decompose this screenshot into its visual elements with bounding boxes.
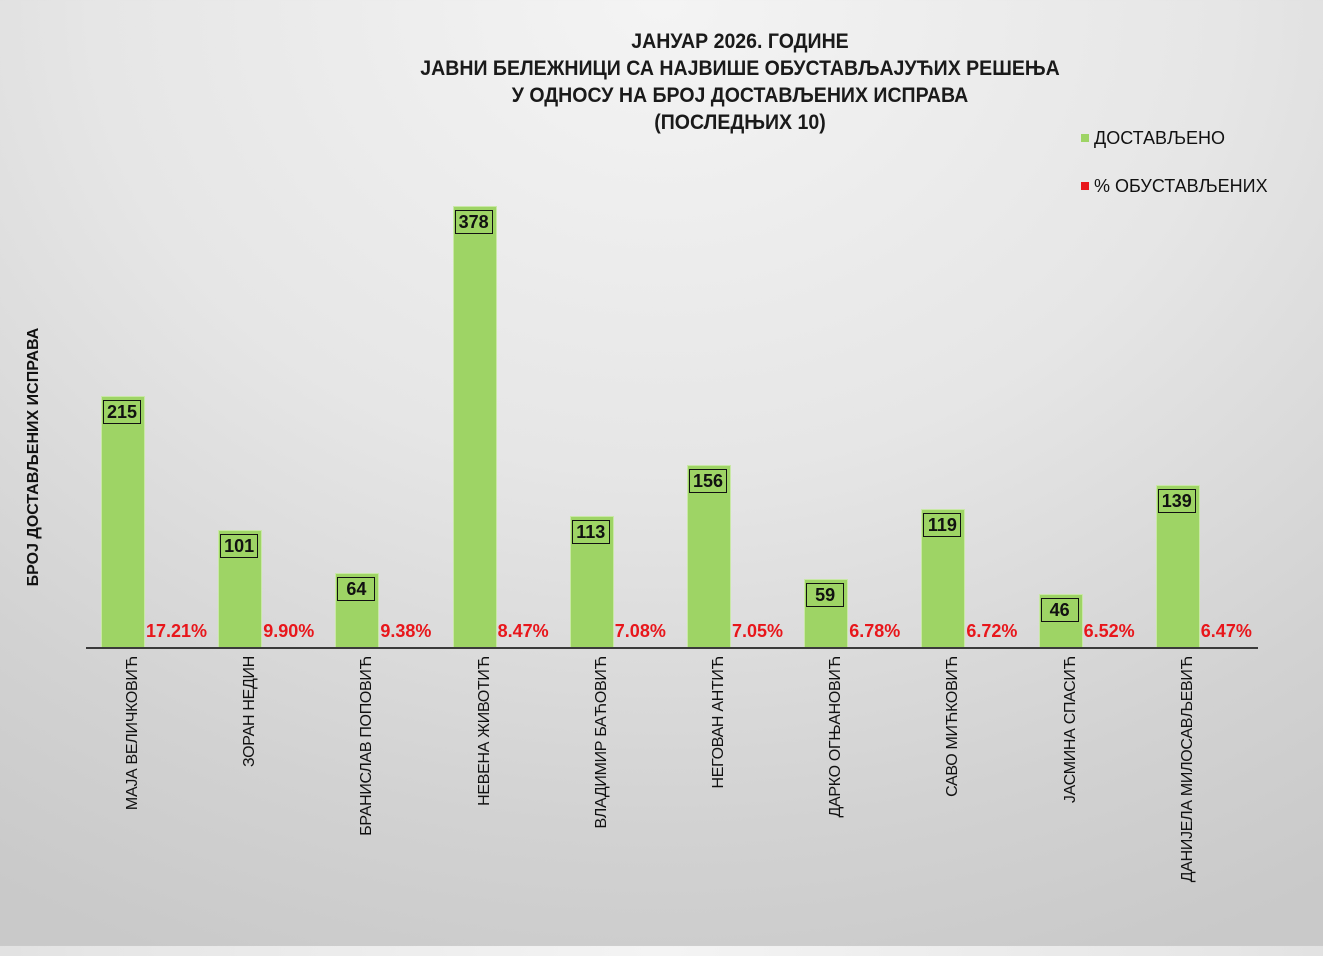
bar-delivered: 119 — [921, 508, 966, 648]
category-name: НЕГОВАН АНТИЋ — [710, 656, 727, 789]
bar-delivered: 156 — [687, 465, 731, 648]
bar-value-label: 113 — [571, 519, 610, 544]
legend-label: % ОБУСТАВЉЕНИХ — [1094, 176, 1268, 196]
category-name: ДАНИЈЕЛА МИЛОСАВЉЕВИЋ — [1178, 656, 1196, 883]
bar-value-label: 46 — [1040, 598, 1079, 623]
bar-value-label: 119 — [923, 512, 962, 537]
bar-value-label: 378 — [454, 209, 493, 234]
x-axis-category-label: БРАНИСЛАВ ПОПОВИЋ — [352, 656, 376, 956]
bar-delivered: 139 — [1155, 485, 1200, 648]
category-name: НЕВЕНА ЖИВОТИЋ — [475, 656, 493, 806]
title-line-4: (ПОСЛЕДЊИХ 10) — [654, 111, 826, 134]
category-name: ЗОРАН НЕДИН — [241, 656, 259, 768]
title-line-3: У ОДНОСУ НА БРОЈ ДОСТАВЉЕНИХ ИСПРАВА — [511, 84, 969, 107]
bar-value-label: 139 — [1157, 489, 1196, 514]
legend-item-delivered: ДОСТАВЉЕНО — [1081, 128, 1225, 149]
bar-delivered: 64 — [335, 573, 380, 648]
x-axis-category-label: ЗОРАН НЕДИН — [235, 656, 259, 956]
category-name: САВО МИЋКОВИЋ — [944, 656, 962, 797]
plot-area: 215 17.21% 101 9.90% 64 9.38% 378 8.47% 113 7.08%… — [86, 180, 1258, 648]
bar-value-label: 64 — [337, 577, 376, 602]
title-line-2: ЈАВНИ БЕЛЕЖНИЦИ СА НАЈВИШЕ ОБУСТАВЉАЈУЋИ… — [420, 57, 1060, 80]
percent-value-label: 6.47% — [1200, 621, 1252, 641]
bar-delivered: 113 — [569, 515, 614, 648]
x-axis-category-label: ДАРКО ОГЊАНОВИЋ — [821, 656, 845, 956]
percent-value-label: 6.52% — [1083, 621, 1135, 641]
bar-value-label: 101 — [220, 533, 259, 558]
legend-label: ДОСТАВЉЕНО — [1094, 128, 1226, 148]
category-name: ДАРКО ОГЊАНОВИЋ — [827, 656, 845, 818]
percent-value-label: 7.05% — [732, 621, 784, 641]
category-name: ЈАСМИНА СПАСИЋ — [1061, 656, 1079, 804]
percent-value-label: 7.08% — [614, 621, 666, 641]
bar-delivered: 46 — [1038, 594, 1083, 648]
x-axis-category-label: НЕВЕНА ЖИВОТИЋ — [470, 656, 494, 956]
legend-item-percent-suspended: % ОБУСТАВЉЕНИХ — [1081, 176, 1268, 197]
x-axis-category-label: МАЈА ВЕЛИЧКОВИЋ — [118, 656, 142, 956]
x-axis-category-label: САВО МИЋКОВИЋ — [938, 656, 962, 956]
x-axis-category-label: ЈАСМИНА СПАСИЋ — [1056, 656, 1080, 956]
legend-swatch-red-icon — [1081, 182, 1089, 190]
percent-value-label: 17.21% — [146, 621, 208, 641]
bar-delivered: 101 — [218, 529, 263, 648]
chart-title: ЈАНУАР 2026. ГОДИНЕ ЈАВНИ БЕЛЕЖНИЦИ СА Н… — [331, 28, 1149, 136]
y-axis-label: БРОЈ ДОСТАВЉЕНИХ ИСПРАВА — [25, 327, 42, 587]
percent-value-label: 6.78% — [849, 621, 901, 641]
x-axis-category-label: НЕГОВАН АНТИЋ — [704, 656, 728, 956]
bar-value-label: 59 — [806, 582, 845, 607]
percent-value-label: 9.90% — [263, 621, 315, 641]
percent-value-label: 8.47% — [497, 621, 549, 641]
category-name: МАЈА ВЕЛИЧКОВИЋ — [124, 656, 141, 811]
category-name: ВЛАДИМИР БАЋОВИЋ — [592, 656, 610, 829]
bar-delivered: 59 — [804, 578, 849, 648]
bar-delivered: 378 — [452, 205, 497, 648]
category-name: БРАНИСЛАВ ПОПОВИЋ — [358, 656, 376, 836]
legend-swatch-green-icon — [1081, 134, 1089, 142]
x-axis-category-label: ВЛАДИМИР БАЋОВИЋ — [587, 656, 611, 956]
title-line-1: ЈАНУАР 2026. ГОДИНЕ — [631, 30, 849, 53]
bar-value-label: 215 — [103, 400, 141, 425]
bar-delivered: 215 — [101, 396, 145, 648]
x-axis-category-label: ДАНИЈЕЛА МИЛОСАВЉЕВИЋ — [1173, 656, 1197, 956]
percent-value-label: 6.72% — [966, 621, 1018, 641]
percent-value-label: 9.38% — [380, 621, 432, 641]
bar-value-label: 156 — [689, 469, 727, 494]
x-axis-line — [86, 647, 1258, 649]
